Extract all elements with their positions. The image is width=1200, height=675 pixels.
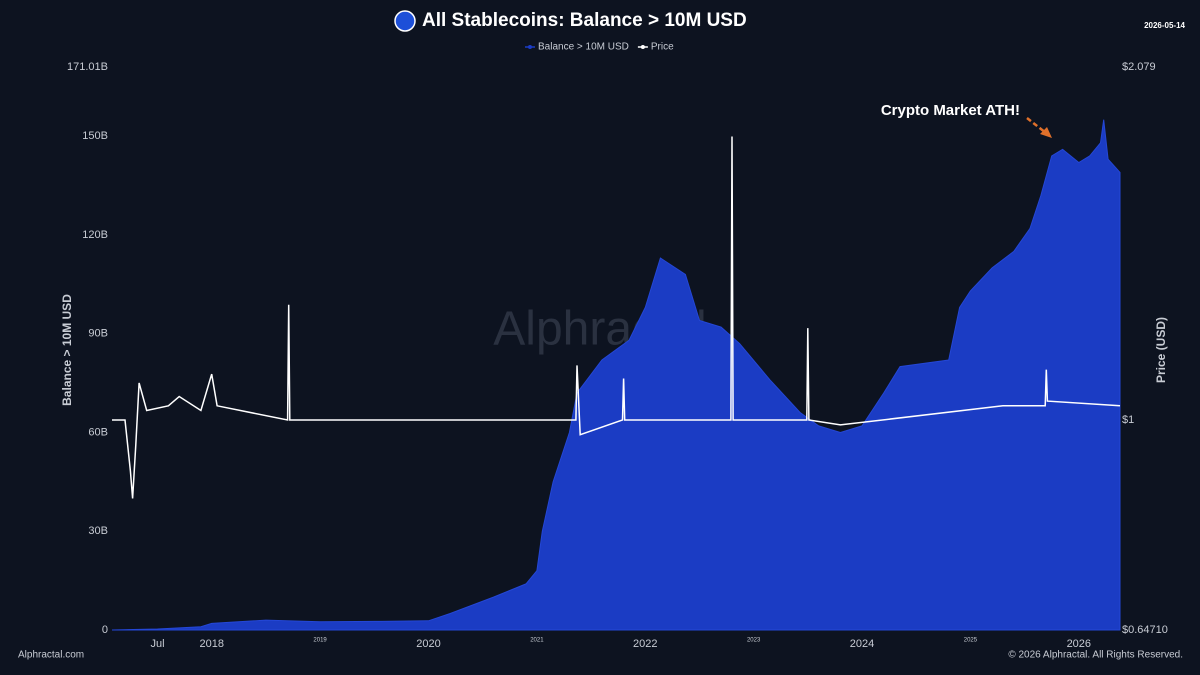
- legend: Balance > 10M USD Price: [525, 42, 674, 53]
- y-tick-label: 120B: [82, 229, 108, 241]
- y-tick-label: 150B: [82, 130, 108, 142]
- y2-tick-label: $2.079: [1122, 61, 1156, 73]
- title-icon: [394, 10, 416, 32]
- x-tick-label: 2021: [530, 638, 544, 644]
- y-tick-label: 171.01B: [67, 61, 108, 73]
- x-tick-label: 2019: [313, 638, 327, 644]
- price-line: [112, 136, 1121, 499]
- legend-label: Balance > 10M USD: [538, 42, 629, 53]
- y2-tick-label: $1: [1122, 414, 1134, 426]
- x-tick-label: Jul: [150, 638, 164, 650]
- y2-axis-label: Price (USD): [1154, 317, 1168, 383]
- y-tick-label: 0: [102, 624, 108, 636]
- x-tick-label: 2020: [416, 638, 440, 650]
- balance-area: [111, 119, 1121, 631]
- x-tick-label: 2025: [964, 638, 978, 644]
- x-tick-label: 2022: [633, 638, 657, 650]
- chart-title: All Stablecoins: Balance > 10M USD: [422, 10, 747, 31]
- x-tick-label: 2023: [747, 638, 761, 644]
- x-tick-label: 2026: [1067, 638, 1091, 650]
- y-axis-label: Balance > 10M USD: [60, 294, 74, 406]
- legend-label: Price: [651, 42, 674, 53]
- y-tick-label: 30B: [88, 525, 108, 537]
- footer-left: Alphractal.com: [18, 650, 84, 661]
- annotation-arrow: [1026, 117, 1047, 134]
- legend-dot: [528, 45, 532, 49]
- date: 2026-05-14: [1144, 21, 1185, 30]
- legend-dot: [640, 45, 645, 49]
- x-tick-label: 2024: [850, 638, 874, 650]
- annotation: Crypto Market ATH!: [881, 102, 1020, 119]
- footer-right: © 2026 Alphractal. All Rights Reserved.: [1008, 650, 1183, 661]
- x-tick-label: 2018: [199, 638, 223, 650]
- annotation-arrowhead: [1040, 127, 1052, 138]
- y2-tick-label: $0.64710: [1122, 624, 1168, 636]
- y-tick-label: 90B: [88, 328, 108, 340]
- y-tick-label: 60B: [88, 426, 108, 438]
